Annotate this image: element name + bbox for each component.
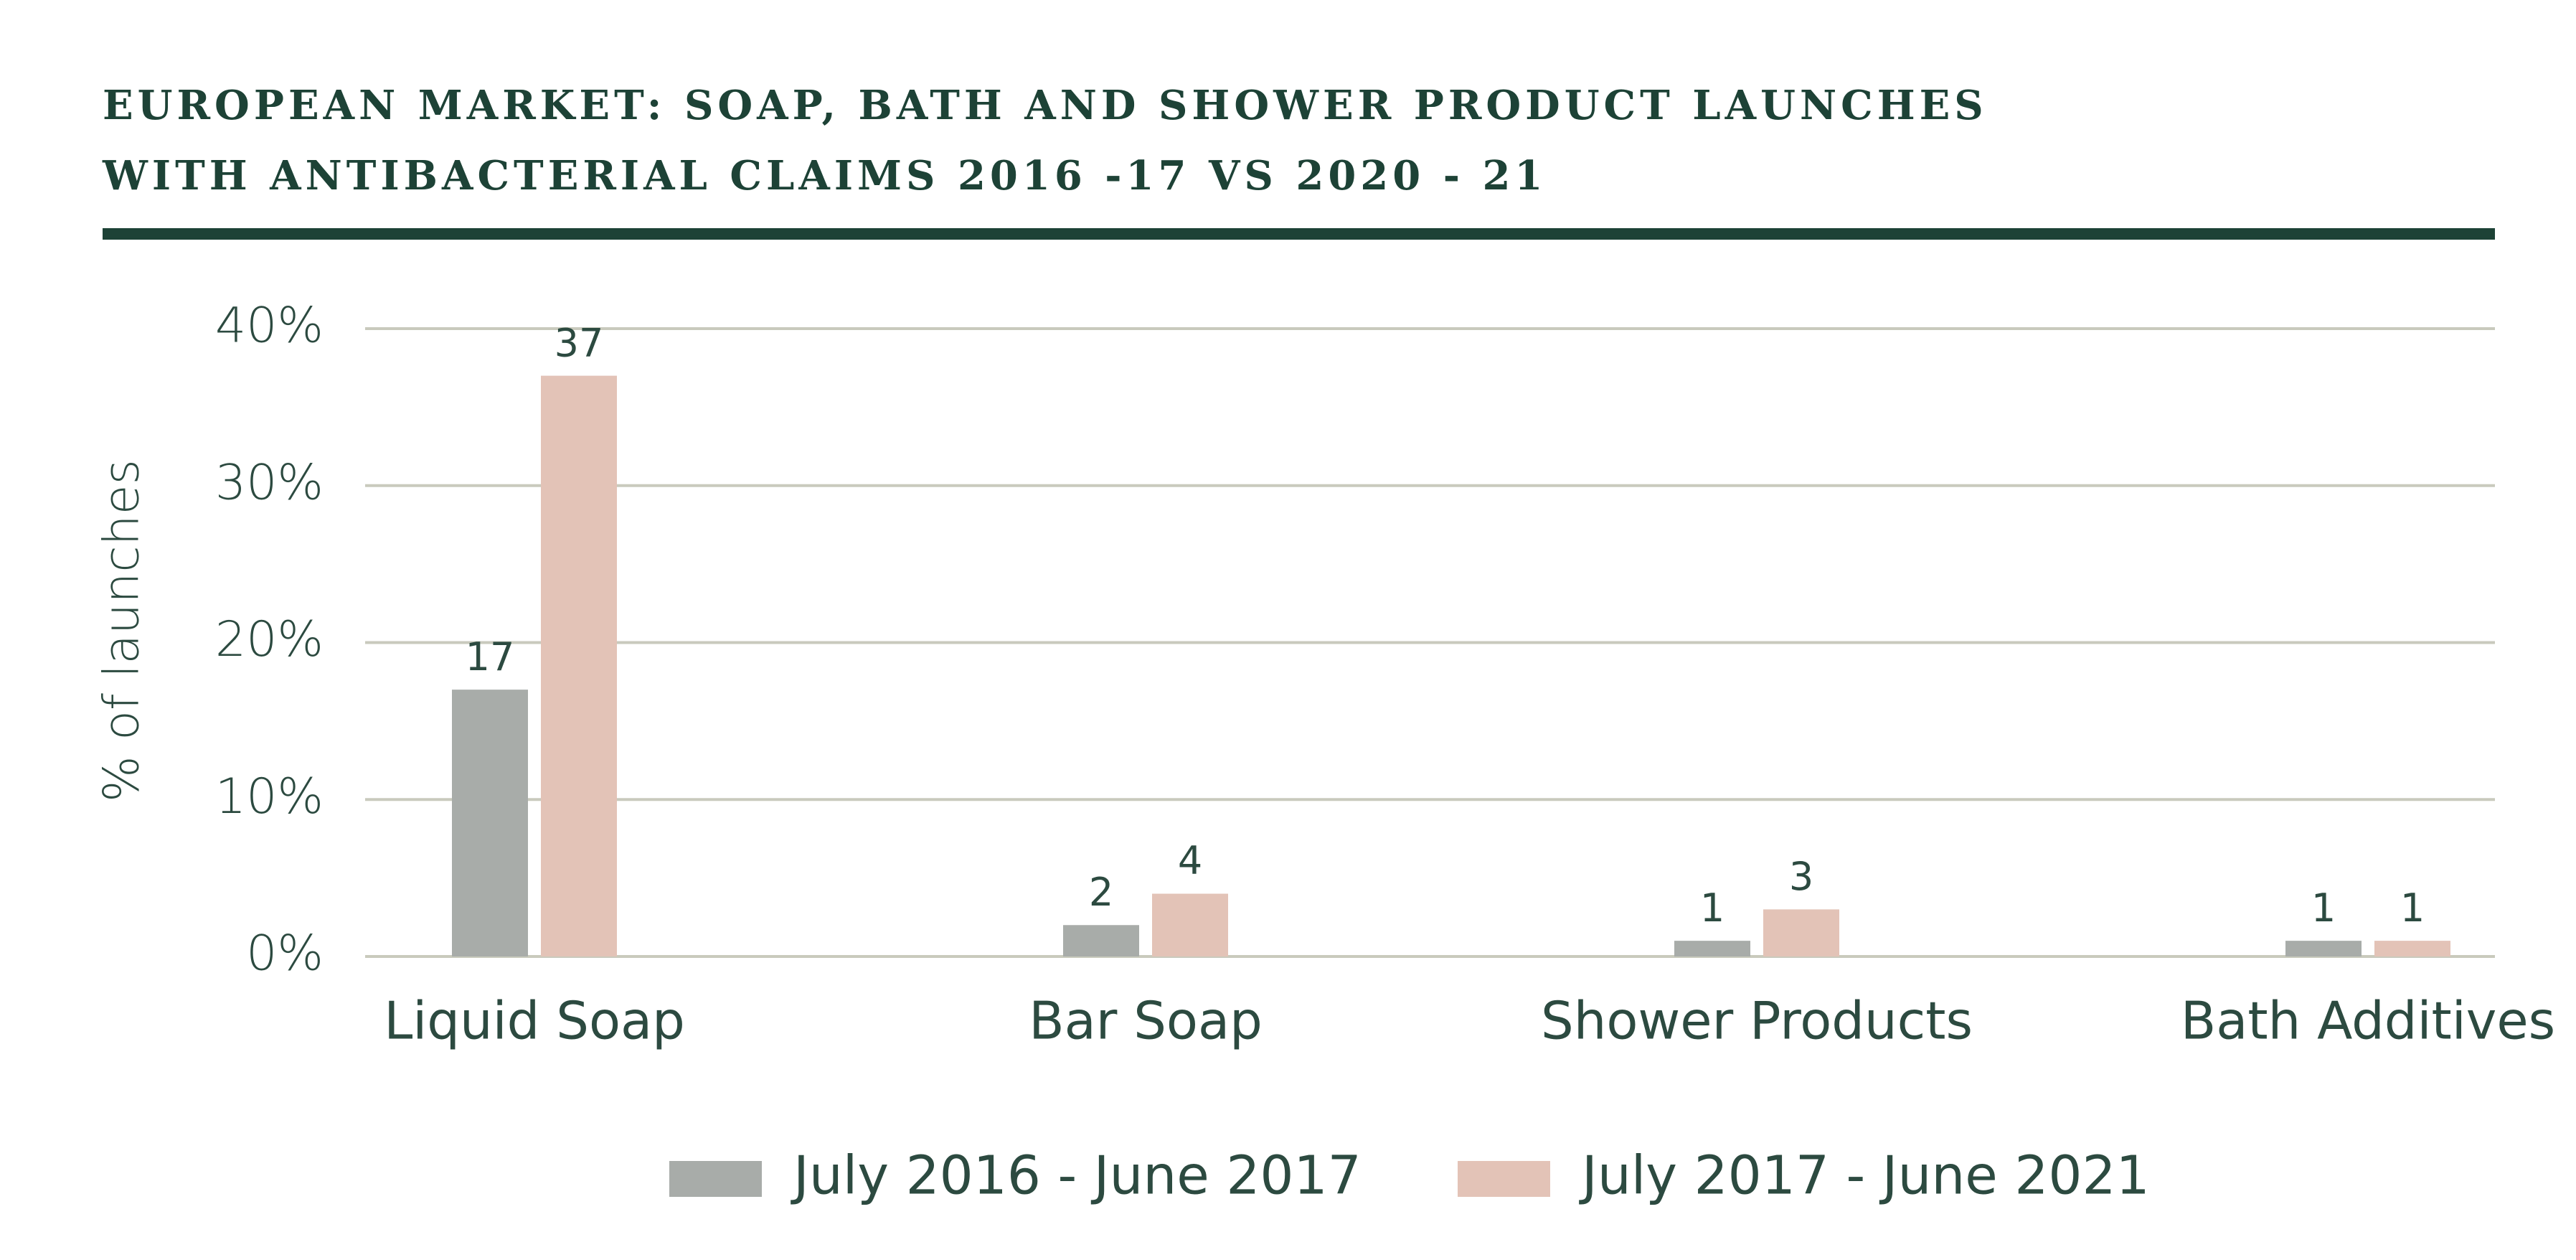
value-label: 1 [2400,885,2425,931]
bar [2285,941,2362,956]
y-tick-label: 0% [246,926,324,982]
bar [1674,941,1750,956]
value-label: 1 [2311,885,2336,931]
x-tick-label: Liquid Soap [384,991,685,1051]
value-label: 3 [1789,854,1813,899]
legend-label: July 2016 - June 2017 [791,1145,1362,1207]
bar [541,375,617,956]
x-tick-label: Shower Products [1541,991,1973,1051]
value-label: 4 [1178,838,1202,883]
bar [1152,893,1228,956]
chart-title: EUROPEAN MARKET: SOAP, BATH AND SHOWER P… [103,82,1988,129]
legend-label: July 2017 - June 2021 [1579,1145,2150,1207]
y-tick-label: 10% [215,768,324,825]
bar [2374,941,2450,956]
value-label: 1 [1700,885,1725,931]
y-tick-label: 40% [215,298,324,354]
x-tick-label: Bath Additives [2181,991,2555,1051]
legend-swatch [1458,1161,1550,1197]
bar [1763,909,1839,956]
y-axis-label: % of launches [94,459,151,802]
bar [452,690,528,956]
title-rule [103,228,2495,240]
value-label: 2 [1089,870,1113,915]
y-tick-label: 20% [215,611,324,668]
bar [1063,925,1139,956]
legend-swatch [669,1161,762,1197]
x-tick-label: Bar Soap [1029,991,1263,1051]
value-label: 17 [466,634,515,680]
y-tick-label: 30% [215,454,324,511]
chart-title: WITH ANTIBACTERIAL CLAIMS 2016 -17 VS 20… [102,152,1547,199]
value-label: 37 [555,320,604,365]
